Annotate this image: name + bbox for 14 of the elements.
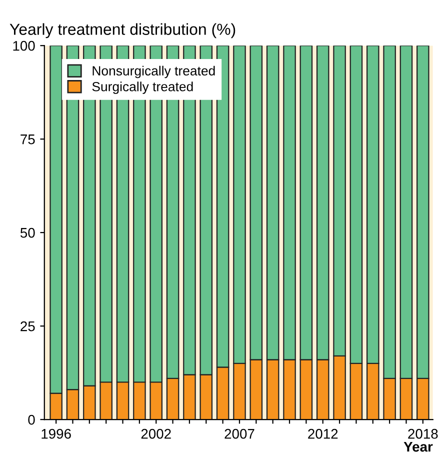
legend-label: Nonsurgically treated <box>92 66 215 78</box>
legend-label: Surgically treated <box>92 82 193 94</box>
y-tick-label: 100 <box>13 40 35 51</box>
x-tick-label: 2018 <box>408 428 438 439</box>
y-tick-label: 25 <box>20 321 35 332</box>
y-tick-label: 75 <box>20 134 35 144</box>
x-tick-label: 2002 <box>141 428 171 439</box>
x-tick-label: 2012 <box>308 428 338 439</box>
y-tick-label: 50 <box>20 228 35 238</box>
x-tick-label: 2007 <box>224 428 254 439</box>
x-axis-title: Year <box>404 442 433 452</box>
x-tick-label: 1996 <box>42 428 71 439</box>
y-tick-label: 0 <box>28 414 35 425</box>
chart-title: Yearly treatment distribution (%) <box>10 23 236 38</box>
